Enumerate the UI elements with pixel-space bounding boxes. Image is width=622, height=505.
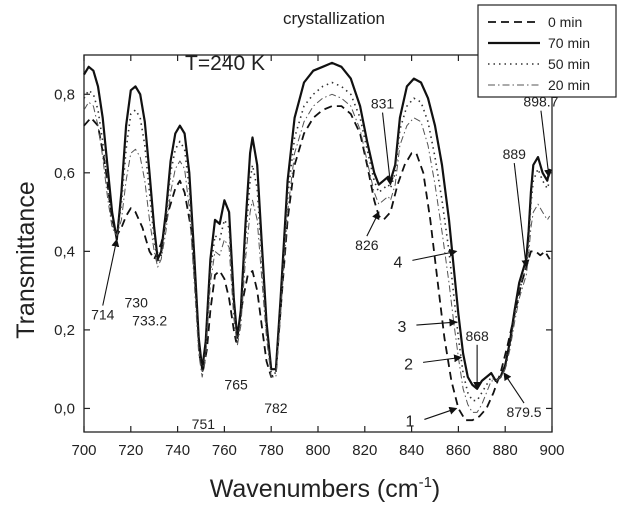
annotation-arrow — [366, 211, 380, 237]
y-tick-label: 0,0 — [54, 400, 75, 417]
curve-number-label: 3 — [397, 319, 406, 336]
axes: 700 720 740 760 780 800 820 840 860 880 900 0,0 0,2 0… — [54, 54, 565, 459]
legend-label: 20 min — [548, 77, 590, 93]
annotation-arrow — [503, 372, 525, 404]
curve-number-label: 4 — [393, 254, 402, 271]
peak-label: 751 — [192, 416, 216, 432]
x-axis-label-tail: ) — [432, 475, 440, 503]
peak-label: 831 — [371, 96, 395, 112]
x-tick-label: 800 — [305, 442, 330, 459]
series-line-20-min — [83, 93, 551, 413]
peak-label: 868 — [465, 328, 489, 344]
legend: 0 min 70 min 50 min 20 min — [477, 4, 617, 98]
x-axis-label: Wavenumbers (cm-1) — [210, 474, 441, 503]
plot-frame — [83, 54, 553, 433]
x-tick-label: 740 — [165, 442, 190, 459]
series-line-0-min — [83, 105, 551, 422]
x-tick-label: 880 — [493, 442, 518, 459]
curve-arrow — [416, 318, 458, 327]
peak-label: 782 — [264, 400, 288, 416]
annotation-arrow — [513, 162, 530, 269]
y-tick-label: 0,6 — [54, 165, 75, 182]
peak-label: 879.5 — [507, 404, 542, 420]
temperature-label: T=240 K — [185, 52, 265, 75]
x-tick-label: 820 — [352, 442, 377, 459]
annotation-arrow — [381, 112, 394, 186]
x-axis-label-superscript: -1 — [419, 474, 432, 491]
x-tick-label: 900 — [539, 442, 564, 459]
x-tick-label: 700 — [71, 442, 96, 459]
peak-label: 733.2 — [132, 312, 167, 328]
series-line-70-min — [83, 61, 551, 390]
legend-box — [477, 4, 617, 98]
x-axis-label-text: Wavenumbers (cm — [210, 475, 419, 503]
curve-arrow — [423, 354, 463, 363]
annotation-arrow — [540, 110, 553, 178]
y-axis-label: Transmittance — [12, 181, 40, 338]
peak-label: 714 — [91, 307, 115, 323]
peak-label: 826 — [355, 237, 379, 253]
x-tick-label: 780 — [259, 442, 284, 459]
legend-label: 50 min — [548, 56, 590, 72]
curve-number-label: 2 — [404, 356, 413, 373]
x-tick-label: 840 — [399, 442, 424, 459]
chart-title: crystallization — [283, 9, 385, 28]
y-tick-label: 0,8 — [54, 86, 75, 103]
legend-label: 70 min — [548, 35, 590, 51]
y-tick-label: 0,4 — [54, 243, 75, 260]
peak-label: 765 — [224, 377, 248, 393]
y-tick-label: 0,2 — [54, 322, 75, 339]
series-line-50-min — [83, 81, 551, 402]
peak-label: 889 — [503, 146, 527, 162]
x-tick-label: 860 — [446, 442, 471, 459]
x-tick-label: 760 — [212, 442, 237, 459]
curve-arrow — [412, 248, 458, 261]
annotations: 714 730 733.2 751 765 782 826 831 868 879.5 889 898… — [91, 94, 559, 432]
curve-number-label: 1 — [405, 413, 414, 430]
curve-arrow — [424, 406, 458, 420]
series-lines — [83, 61, 551, 422]
x-tick-label: 720 — [118, 442, 143, 459]
annotation-arrow — [102, 238, 120, 306]
legend-label: 0 min — [548, 14, 582, 30]
peak-label: 898.7 — [523, 94, 558, 110]
peak-label: 730 — [125, 294, 149, 310]
